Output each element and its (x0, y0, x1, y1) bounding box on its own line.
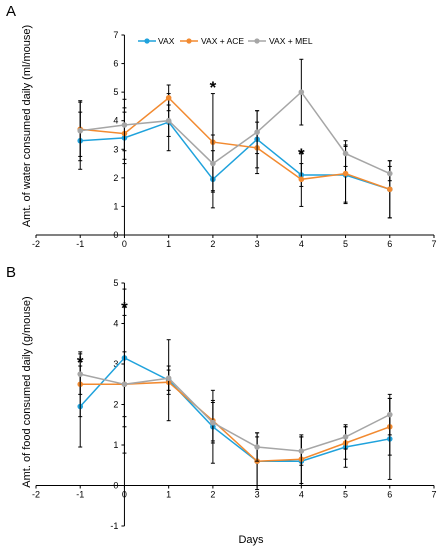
panel-b-ytick-label: 3 (113, 359, 118, 369)
panel-b-ytick-label: 0 (113, 481, 118, 491)
panel-a-point-vax-mel (210, 160, 216, 167)
panel-b-point-vax-mel (77, 371, 84, 377)
legend-label-vax: VAX (158, 36, 175, 46)
panel-b-xtick-label: 7 (431, 490, 436, 500)
panel-b-ytick-label: 2 (113, 400, 118, 410)
panel-b-point-vax-mel (254, 444, 260, 450)
panel-a-point-vax-mel (121, 122, 128, 128)
panel-a-ytick-label: 4 (113, 116, 118, 126)
panel-a-point-vax-mel (254, 129, 260, 135)
panel-a-xtick-label: 3 (255, 239, 260, 249)
legend-item-vax-mel: VAX + MEL (248, 36, 313, 46)
panel-b-xtick-label: 2 (210, 490, 215, 500)
panel-b-ytick-label: 5 (113, 278, 118, 288)
panel-b-series-vax-mel (77, 351, 393, 466)
panel-b-ytick-label: -1 (110, 521, 118, 531)
panel-a-ytick-label: 7 (113, 30, 118, 40)
legend: VAX VAX + ACE VAX + MEL (138, 36, 313, 46)
panel-a-point-vax-mel (165, 117, 172, 124)
panel-a-xtick-label: 4 (299, 239, 304, 249)
panel-a-xtick-label: 2 (210, 239, 215, 249)
legend-marker-vax-ace (186, 38, 192, 44)
panel-a-ytick-label: 2 (113, 173, 118, 183)
legend-label-vax-ace: VAX + ACE (201, 36, 244, 46)
panel-a-xtick-label: 1 (166, 239, 171, 249)
panel-b-xtick-label: -2 (32, 490, 40, 500)
panel-b-point-vax-mel (121, 381, 128, 388)
panel-a-significance-star: * (210, 78, 217, 97)
panel-b-ylabel: Amt. of food consumed daily (g/mouse) (21, 296, 33, 487)
panel-a-xtick-label: 6 (387, 239, 392, 249)
panel-b-line-vax-ace (80, 381, 391, 462)
panel-b-xtick-label: 1 (166, 490, 171, 500)
panel-a-plot: -2 -1 0 1 2 3 4 5 6 7 0 1 2 3 4 5 6 7 * * (32, 30, 437, 249)
panel-label-a: A (6, 3, 16, 20)
panel-a-xtick-label: 7 (431, 239, 436, 249)
panel-b-line-vax-mel (80, 373, 391, 452)
panel-a-xtick-label: 0 (122, 239, 127, 249)
panel-b-point-vax-mel (210, 419, 216, 426)
panel-a-ytick-label: 6 (113, 59, 118, 69)
x-axis-label: Days (238, 534, 264, 546)
panel-b-xtick-label: 0 (122, 490, 127, 500)
panel-a-xtick-label: -1 (76, 239, 84, 249)
panel-b-ytick-label: 4 (113, 319, 118, 329)
panel-a-ytick-label: 0 (113, 230, 118, 240)
panel-a-point-vax-ace (386, 186, 393, 193)
panel-label-b: B (6, 264, 16, 281)
panel-b-line-vax (79, 356, 390, 462)
panel-a-series-vax-mel (77, 58, 393, 193)
legend-marker-vax-mel (254, 38, 260, 44)
legend-item-vax: VAX (138, 36, 175, 46)
panel-b-significance-star: * (77, 353, 84, 372)
panel-a-point-vax-mel (298, 89, 305, 95)
panel-a-point-vax-ace (342, 170, 349, 177)
panel-b-xtick-label: 4 (299, 490, 304, 500)
panel-a-line-vax-ace (80, 96, 391, 191)
panel-a-ytick-label: 5 (113, 87, 118, 97)
panel-a-point-vax-mel (386, 170, 393, 177)
panel-a-point-vax-ace (165, 95, 172, 101)
panel-b-point-vax-mel (165, 375, 172, 381)
panel-b-xtick-label: 6 (387, 490, 392, 500)
panel-a-ytick-label: 3 (113, 144, 118, 154)
panel-b-xtick-label: 5 (343, 490, 348, 500)
panel-a-xtick-label: -2 (32, 239, 40, 249)
panel-a-ytick-label: 1 (113, 201, 118, 211)
panel-b-point-vax-mel (342, 434, 349, 440)
panel-b-significance-star: * (121, 298, 128, 317)
panel-a-xtick-label: 5 (343, 239, 348, 249)
panel-a-point-vax-ace (298, 176, 305, 183)
panel-a-ylabel: Amt. of water consumed daily (ml/mouse) (21, 25, 33, 227)
panel-b-xtick-label: -1 (76, 490, 84, 500)
panel-b-point-vax-mel (298, 448, 305, 454)
panel-b-xtick-label: 3 (255, 490, 260, 500)
panel-a-point-vax-mel (342, 150, 349, 157)
panel-a-significance-star: * (298, 145, 305, 164)
panel-b-point-vax-mel (386, 411, 393, 418)
panel-a-line-vax-mel (80, 90, 391, 175)
legend-item-vax-ace: VAX + ACE (180, 36, 244, 46)
panel-a-point-vax-mel (77, 127, 84, 134)
legend-marker-vax (144, 38, 150, 44)
panel-b-ytick-label: 1 (113, 440, 118, 450)
legend-label-vax-mel: VAX + MEL (269, 36, 313, 46)
